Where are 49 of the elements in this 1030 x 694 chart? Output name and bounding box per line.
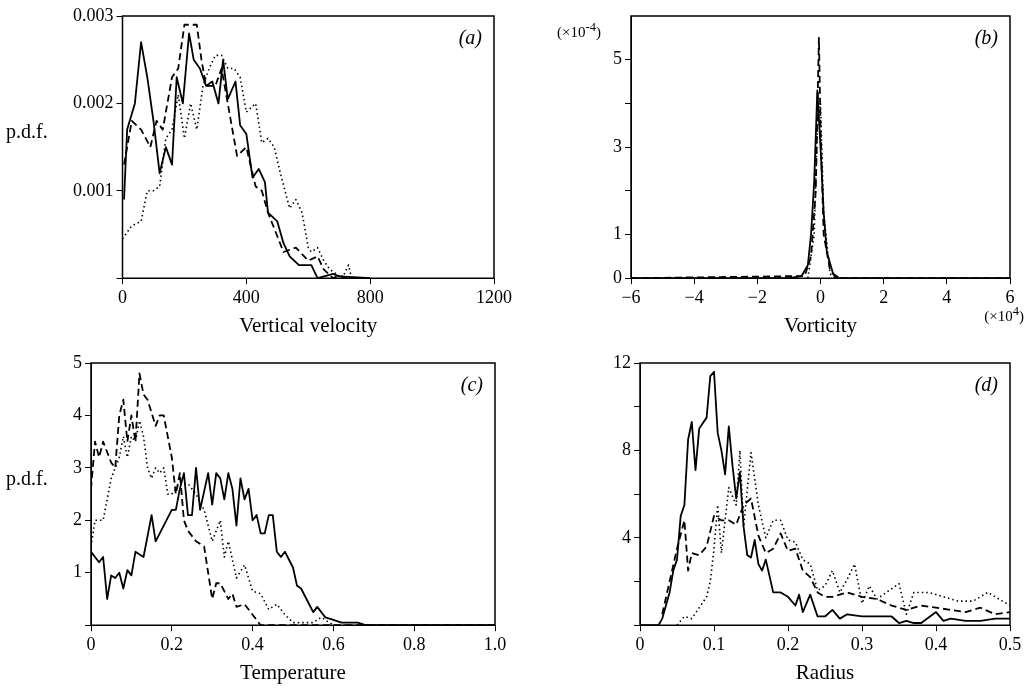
y-tick-label: 0.001 [73, 179, 114, 200]
x-tick-label: −4 [684, 286, 704, 307]
y-tick-label: 3 [613, 135, 622, 156]
annotation: (d) [974, 373, 998, 396]
x-tick-label: 0.4 [924, 633, 948, 654]
text: (×10$^{4}$) [984, 304, 1024, 325]
x-tick-label: 0.1 [702, 633, 726, 654]
x-tick-label: 0 [635, 633, 645, 654]
x-tick-label: 800 [356, 286, 384, 307]
x-tick-label: 0 [118, 286, 127, 307]
y-tick-label: 0.002 [73, 92, 114, 113]
y-axis-title: p.d.f. [6, 120, 48, 143]
x-tick-label: 4 [942, 286, 952, 307]
x-axis-title: Radius [795, 659, 855, 684]
annotation: (c) [460, 373, 483, 396]
y-tick-label: 4 [622, 526, 631, 547]
y-axis-title: p.d.f. [6, 467, 48, 490]
x-tick-label: 400 [232, 286, 260, 307]
x-tick-label: 1.0 [483, 633, 507, 654]
y-tick-label: 5 [613, 48, 622, 69]
x-axis-title: Temperature [240, 659, 346, 684]
y-tick-label: 1 [73, 561, 82, 582]
x-tick-label: 0.6 [322, 633, 345, 654]
x-tick-label: 0.3 [850, 633, 874, 654]
x-tick-label: −2 [747, 286, 767, 307]
y-tick-label: 0 [613, 266, 622, 287]
y-tick-label: 2 [73, 509, 82, 530]
x-tick-label: −6 [621, 286, 641, 307]
x-tick-label: 6 [1005, 286, 1015, 307]
annotation: (b) [974, 26, 998, 49]
y-tick-label: 5 [73, 351, 82, 372]
y-tick-label: 4 [73, 404, 82, 425]
x-tick-label: 2 [879, 286, 889, 307]
y-tick-label: 0.003 [73, 4, 114, 25]
x-tick-label: 0 [816, 286, 825, 307]
x-tick-label: 1200 [476, 286, 512, 307]
x-tick-label: 0.5 [998, 633, 1022, 654]
x-tick-label: 0.2 [160, 633, 184, 654]
y-tick-label: 1 [613, 223, 622, 244]
y-tick-label: 8 [622, 439, 631, 460]
x-tick-label: 0.2 [776, 633, 800, 654]
x-tick-label: 0.8 [402, 633, 426, 654]
x-axis-title: Vertical velocity [239, 312, 378, 337]
text: (×10$^{-4}$) [557, 20, 601, 41]
y-tick-label: 3 [73, 456, 82, 477]
x-axis-title: Vorticity [783, 312, 858, 337]
x-tick-label: 0.4 [241, 633, 264, 654]
annotation: (a) [458, 26, 482, 49]
y-tick-label: 12 [613, 351, 631, 372]
